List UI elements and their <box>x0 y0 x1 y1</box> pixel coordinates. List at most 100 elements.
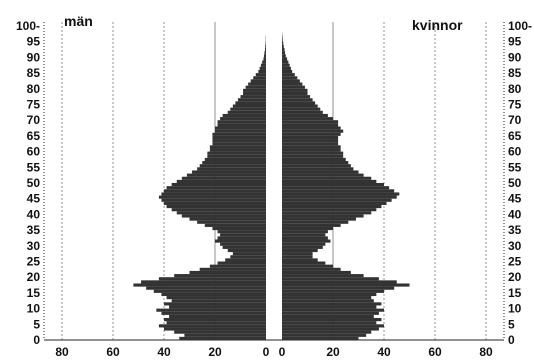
bar-men-age-11 <box>164 302 266 306</box>
bar-women-age-46 <box>282 192 400 196</box>
count-tick-left-40: 40 <box>157 345 171 359</box>
age-tick-left-15: 15 <box>27 286 41 300</box>
age-tick-right-75: 75 <box>508 98 522 112</box>
bar-women-age-75 <box>282 101 316 105</box>
bar-men-age-65 <box>212 132 266 136</box>
bar-women-age-88 <box>282 60 289 64</box>
bar-women-age-95 <box>282 38 283 42</box>
bar-men-age-7 <box>169 314 266 319</box>
bar-women-age-47 <box>282 189 395 193</box>
bar-men-age-84 <box>255 73 266 77</box>
bar-men-age-20 <box>174 274 266 278</box>
bar-men-age-78 <box>243 91 266 96</box>
bar-women-age-11 <box>282 302 382 306</box>
bar-women-age-52 <box>282 173 364 177</box>
bar-women-age-30 <box>282 242 326 246</box>
bar-men-age-82 <box>250 79 266 83</box>
bar-women-age-18 <box>282 280 397 284</box>
bar-men-age-1 <box>184 333 266 337</box>
bar-women-age-93 <box>282 44 284 48</box>
bar-women-age-43 <box>282 201 387 205</box>
age-tick-right-95: 95 <box>508 35 522 49</box>
bar-women-age-24 <box>282 261 326 265</box>
bar-men-age-88 <box>262 60 266 64</box>
bar-men-age-28 <box>227 248 266 253</box>
bar-women-age-55 <box>282 164 351 168</box>
age-tick-left-25: 25 <box>27 255 41 269</box>
bar-women-age-80 <box>282 85 305 89</box>
bar-men-age-59 <box>207 151 266 155</box>
bar-men-age-87 <box>260 63 266 67</box>
bar-women-age-32 <box>282 236 328 240</box>
bar-men-age-33 <box>220 233 266 237</box>
bar-men-age-10 <box>169 305 266 309</box>
bar-men-age-17 <box>133 283 266 287</box>
bar-women-age-73 <box>282 107 321 111</box>
age-tick-left-20: 20 <box>27 270 41 284</box>
bar-men-age-93 <box>265 44 266 48</box>
bar-men-age-36 <box>204 223 266 227</box>
bar-men-age-37 <box>197 220 266 224</box>
bar-women-age-62 <box>282 142 339 146</box>
bar-women-age-68 <box>282 123 339 127</box>
bar-women-age-13 <box>282 296 372 300</box>
age-tick-right-60: 60 <box>508 145 522 159</box>
bar-women-age-25 <box>282 258 318 262</box>
bar-men-age-31 <box>215 239 266 243</box>
age-tick-right-50: 50 <box>508 176 522 190</box>
bar-men-age-9 <box>156 308 266 312</box>
bar-men-age-25 <box>225 258 266 262</box>
bar-men-age-76 <box>237 98 266 102</box>
bar-women-age-77 <box>282 95 311 99</box>
bar-women-age-1 <box>282 333 367 337</box>
bar-women-age-81 <box>282 82 303 86</box>
bar-men-age-85 <box>258 69 266 74</box>
bar-women-age-29 <box>282 245 323 249</box>
age-tick-left-85: 85 <box>27 66 41 80</box>
bar-men-age-12 <box>171 299 266 303</box>
bar-women-age-21 <box>282 270 351 275</box>
bar-women-age-42 <box>282 204 382 209</box>
age-tick-left-45: 45 <box>27 192 41 206</box>
count-tick-left-80: 80 <box>55 345 69 359</box>
count-tick-right-0: 0 <box>279 345 286 359</box>
bar-women-age-51 <box>282 176 372 180</box>
age-tick-right-5: 5 <box>508 317 515 331</box>
bar-women-age-39 <box>282 214 364 218</box>
bar-women-age-72 <box>282 110 323 114</box>
age-tick-right-20: 20 <box>508 270 522 284</box>
bar-women-age-92 <box>282 47 285 52</box>
bars-women <box>282 32 410 340</box>
bar-women-age-78 <box>282 91 308 96</box>
age-tick-right-25: 25 <box>508 255 522 269</box>
count-tick-right-60: 60 <box>428 345 442 359</box>
bar-women-age-9 <box>282 308 384 312</box>
bar-women-age-2 <box>282 330 372 334</box>
right-group-label: kvinnor <box>412 17 463 33</box>
bar-men-age-63 <box>212 139 266 143</box>
bar-men-age-35 <box>212 226 266 231</box>
bar-women-age-8 <box>282 311 379 315</box>
age-tick-right-40: 40 <box>508 207 522 221</box>
bar-men-age-47 <box>164 189 266 193</box>
bar-men-age-81 <box>248 82 266 86</box>
age-tick-right-65: 65 <box>508 129 522 143</box>
age-tick-right-35: 35 <box>508 223 522 237</box>
bar-women-age-19 <box>282 277 379 281</box>
bar-men-age-70 <box>220 117 266 121</box>
bar-women-age-90 <box>282 54 286 58</box>
bar-men-age-6 <box>164 318 266 322</box>
bar-women-age-38 <box>282 217 356 221</box>
bar-women-age-0 <box>282 336 359 340</box>
bar-men-age-53 <box>192 170 266 174</box>
bar-women-age-83 <box>282 76 298 80</box>
age-tick-left-90: 90 <box>27 50 41 64</box>
bar-men-age-83 <box>253 76 266 80</box>
bar-men-age-62 <box>212 142 266 146</box>
bar-men-age-2 <box>174 330 266 334</box>
bar-men-age-21 <box>189 270 266 275</box>
bar-women-age-3 <box>282 327 379 331</box>
bar-women-age-33 <box>282 233 326 237</box>
bar-women-age-64 <box>282 135 339 140</box>
